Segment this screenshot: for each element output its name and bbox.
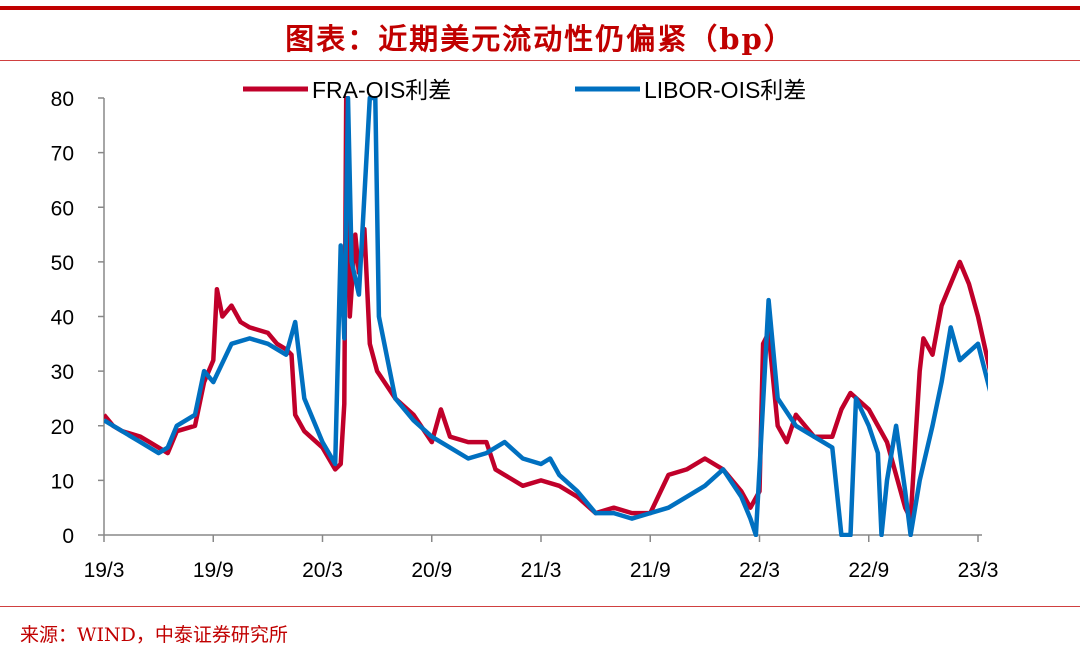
- x-tick-label: 20/9: [411, 559, 452, 582]
- x-tick-label: 19/3: [84, 559, 125, 582]
- x-tick-label: 19/9: [193, 559, 234, 582]
- x-tick-label: 21/9: [630, 559, 671, 582]
- top-rule: [0, 6, 1080, 10]
- y-tick-label: 30: [51, 361, 74, 384]
- x-tick-label: 23/3: [958, 559, 999, 582]
- series-libor-ois-line: [104, 96, 988, 537]
- y-tick-label: 70: [51, 143, 74, 166]
- y-tick-label: 60: [51, 197, 74, 220]
- series-fra-ois-line: [104, 96, 988, 521]
- chart-title: 图表：近期美元流动性仍偏紧（bp）: [285, 22, 795, 56]
- y-tick-label: 10: [51, 470, 74, 493]
- x-tick-label: 22/9: [848, 559, 889, 582]
- y-tick-label: 40: [51, 307, 74, 330]
- y-tick-label: 50: [51, 252, 74, 275]
- y-tick-label: 0: [62, 525, 74, 548]
- title-divider: [0, 60, 1080, 61]
- legend-label: LIBOR-OIS利差: [644, 77, 806, 103]
- y-tick-label: 20: [51, 416, 74, 439]
- footer-divider: [0, 606, 1080, 607]
- source-note: 来源：WIND，中泰证券研究所: [20, 624, 288, 646]
- y-tick-label: 80: [51, 88, 74, 111]
- x-tick-label: 21/3: [521, 559, 562, 582]
- legend-label: FRA-OIS利差: [312, 77, 451, 103]
- x-tick-label: 22/3: [739, 559, 780, 582]
- x-tick-label: 20/3: [302, 559, 343, 582]
